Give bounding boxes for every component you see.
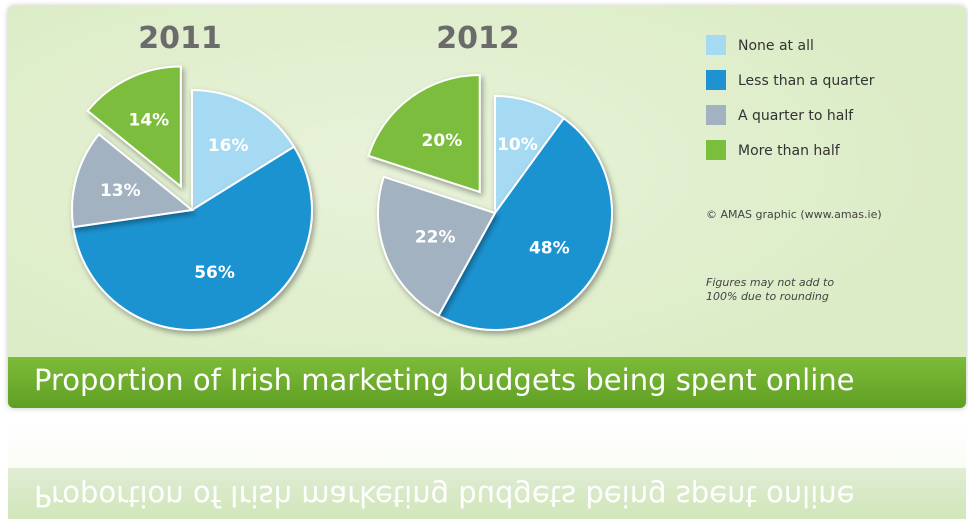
- pie-charts: 2011 16% 56% 13% 14% 2012 10% 48% 22% 20% None…: [71, 21, 882, 331]
- legend-label-quarter-to-half: A quarter to half: [738, 108, 854, 124]
- pie-2011-label-none: 16%: [208, 136, 249, 156]
- rounding-note-line1: Figures may not add to: [706, 276, 834, 289]
- pie-2012-slice-less-than-quarter: [437, 116, 613, 331]
- banner-title: Proportion of Irish marketing budgets be…: [34, 363, 855, 397]
- pie-2012-label-more-than-half: 20%: [422, 131, 463, 151]
- reflection-title: Proportion of Irish marketing budgets be…: [34, 479, 855, 513]
- pie-2011: 16% 56% 13% 14%: [71, 65, 313, 331]
- legend-label-none: None at all: [738, 38, 814, 54]
- rounding-note-line2: 100% due to rounding: [706, 290, 829, 303]
- pie-2012-slice-none: [494, 94, 566, 217]
- pie-2012-slice-quarter-to-half: [377, 175, 497, 317]
- pie-2012-slice-more-than-half: [367, 73, 481, 194]
- legend: None at all Less than a quarter A quarte…: [706, 35, 875, 160]
- credit-text: © AMAS graphic (www.amas.ie): [706, 208, 882, 221]
- pie-2011-slice-none: [191, 88, 296, 212]
- reflection-band: Proportion of Irish marketing budgets be…: [8, 468, 966, 519]
- legend-label-more-than-half: More than half: [738, 143, 841, 159]
- pie-2011-slice-less-than-quarter: [72, 145, 313, 331]
- pie-2012-label-quarter-to-half: 22%: [415, 228, 456, 248]
- pie-2011-label-less-than-quarter: 56%: [194, 263, 235, 283]
- title-banner: Proportion of Irish marketing budgets be…: [8, 357, 966, 408]
- reflection-glow: [8, 410, 966, 468]
- legend-label-less-than-quarter: Less than a quarter: [738, 73, 875, 89]
- pie-2011-label-quarter-to-half: 13%: [100, 181, 141, 201]
- pie-2012-title: 2012: [436, 21, 520, 56]
- pie-2012: 10% 48% 22% 20%: [367, 73, 613, 331]
- legend-swatch-quarter-to-half: [706, 105, 726, 125]
- pie-2011-slice-quarter-to-half: [71, 132, 195, 229]
- pie-2011-slice-more-than-half: [86, 65, 182, 189]
- legend-swatch-none: [706, 35, 726, 55]
- pie-2011-title: 2011: [138, 21, 222, 56]
- legend-swatch-more-than-half: [706, 140, 726, 160]
- banner-reflection: Proportion of Irish marketing budgets be…: [8, 410, 966, 519]
- pie-2012-label-less-than-quarter: 48%: [529, 238, 570, 258]
- pie-2011-label-more-than-half: 14%: [128, 110, 169, 130]
- legend-swatch-less-than-quarter: [706, 70, 726, 90]
- pie-2012-label-none: 10%: [497, 135, 538, 155]
